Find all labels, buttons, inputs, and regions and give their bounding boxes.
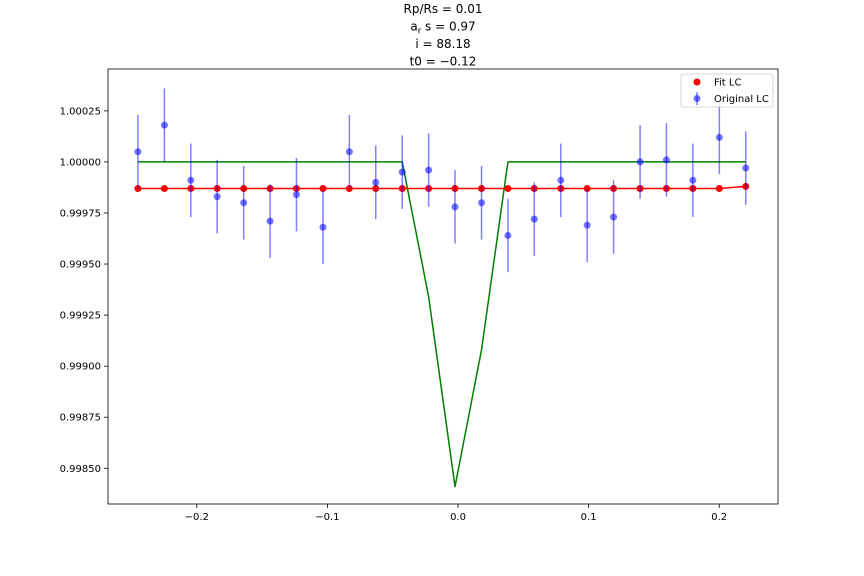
x-tick-label: 0.0 bbox=[450, 512, 466, 523]
chart-title: Rp/Rs = 0.01 ar s = 0.97i = 88.18 t0 = −0.… bbox=[404, 2, 483, 69]
title-line-2: i = 88.18 bbox=[415, 37, 470, 51]
y-tick-label: 1.00025 bbox=[60, 106, 101, 117]
original-point bbox=[742, 164, 750, 172]
original-point bbox=[425, 166, 433, 174]
title-line-3: t0 = −0.12 bbox=[410, 55, 477, 69]
x-tick-label: 0.1 bbox=[581, 512, 597, 523]
fit-point bbox=[160, 184, 168, 192]
y-tick-label: 1.00000 bbox=[60, 157, 101, 168]
y-tick-label: 0.99850 bbox=[60, 464, 101, 475]
title-line-0: Rp/Rs = 0.01 bbox=[404, 2, 483, 16]
legend-fit-label: Fit LC bbox=[714, 78, 741, 89]
original-point bbox=[715, 133, 723, 141]
original-point bbox=[610, 213, 618, 221]
original-point bbox=[213, 193, 221, 201]
original-point bbox=[478, 199, 486, 207]
legend: Fit LC Original LC bbox=[680, 73, 774, 108]
original-point bbox=[662, 156, 670, 164]
original-point bbox=[134, 148, 142, 156]
legend-original-marker bbox=[693, 95, 701, 102]
y-tick-label: 0.99925 bbox=[60, 311, 101, 322]
y-tick-label: 0.99900 bbox=[60, 362, 101, 373]
original-point bbox=[689, 176, 697, 184]
y-tick-label: 0.99875 bbox=[60, 413, 101, 424]
original-point bbox=[372, 178, 380, 186]
x-tick-label: 0.2 bbox=[711, 512, 727, 523]
fit-line bbox=[137, 185, 746, 190]
original-point bbox=[345, 148, 353, 156]
original-point bbox=[319, 223, 327, 231]
fit-point bbox=[715, 184, 723, 192]
original-point bbox=[292, 191, 300, 199]
title-line-1: ar s = 0.97 bbox=[410, 20, 475, 37]
original-point bbox=[530, 215, 538, 223]
x-tick-label: −0.2 bbox=[185, 512, 209, 523]
fit-point bbox=[319, 184, 327, 192]
fit-point bbox=[504, 184, 512, 192]
original-point bbox=[187, 176, 195, 184]
plot-area: −0.2 −0.1 0.0 0.1 0.2 0.998500.998750.999000… bbox=[60, 68, 779, 523]
legend-original-label: Original LC bbox=[714, 94, 769, 105]
original-point bbox=[504, 231, 512, 239]
legend-box bbox=[680, 73, 774, 108]
original-point bbox=[636, 158, 644, 166]
y-axis: 0.99850 0.99875 0.99900 0.99925 0.99950 0.999… bbox=[60, 106, 108, 475]
y-tick-label: 0.99975 bbox=[60, 208, 101, 219]
original-point bbox=[451, 203, 459, 211]
original-point bbox=[557, 176, 565, 184]
original-point bbox=[266, 217, 274, 225]
original-point bbox=[240, 199, 248, 207]
original-point bbox=[583, 221, 591, 229]
original-point bbox=[160, 121, 168, 129]
series-layer bbox=[134, 88, 750, 488]
original-point bbox=[398, 168, 406, 176]
y-tick-label: 0.99950 bbox=[60, 260, 101, 271]
x-tick-label: −0.1 bbox=[315, 512, 339, 523]
x-axis: −0.2 −0.1 0.0 0.1 0.2 bbox=[185, 504, 727, 523]
axes-frame bbox=[107, 68, 779, 505]
legend-fit-marker bbox=[693, 78, 701, 86]
